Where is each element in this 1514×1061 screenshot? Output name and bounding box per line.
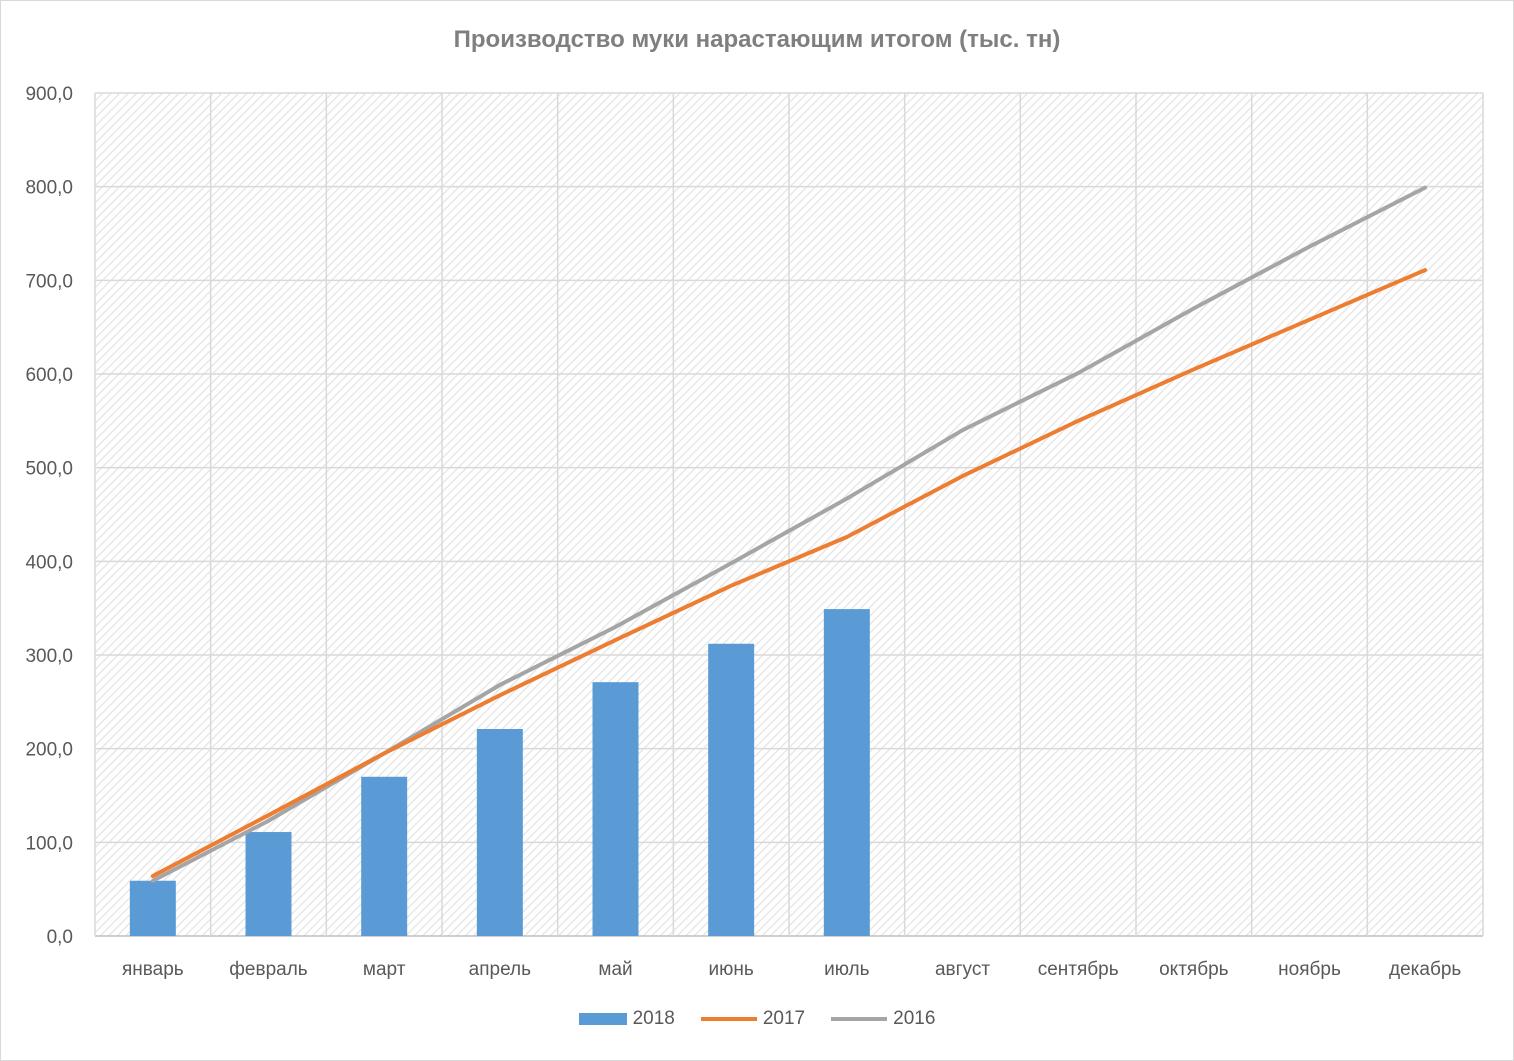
y-tick-label: 600,0 bbox=[25, 365, 73, 386]
legend-label-2016: 2016 bbox=[893, 1008, 936, 1029]
line-2017 bbox=[150, 268, 1428, 879]
x-tick-label: апрель bbox=[469, 959, 531, 980]
chart-title: Производство муки нарастающим итогом (ты… bbox=[453, 26, 1061, 53]
x-tick-label: декабрь bbox=[1389, 959, 1461, 980]
legend-swatch-2017 bbox=[700, 1017, 757, 1021]
y-tick-label: 400,0 bbox=[25, 552, 73, 573]
y-tick-label: 200,0 bbox=[25, 740, 73, 761]
legend-label-2017: 2017 bbox=[762, 1008, 806, 1029]
bar-2018 bbox=[708, 643, 755, 936]
y-tick-label: 800,0 bbox=[25, 178, 73, 199]
x-axis-ticks: январь февраль март апрель май июнь июль август… bbox=[122, 959, 1461, 980]
y-tick-label: 500,0 bbox=[25, 459, 73, 480]
x-tick-label: февраль bbox=[229, 959, 308, 980]
grid-lines bbox=[94, 92, 1484, 937]
bar-2018 bbox=[361, 776, 408, 936]
y-tick-label: 300,0 bbox=[25, 646, 73, 667]
x-tick-label: ноябрь bbox=[1278, 959, 1341, 980]
legend-item-2016: 2016 bbox=[831, 1008, 935, 1030]
legend-swatch-2018 bbox=[578, 1013, 627, 1025]
x-tick-label: июль bbox=[824, 959, 870, 980]
y-tick-label: 100,0 bbox=[25, 833, 73, 854]
y-tick-label: 900,0 bbox=[25, 84, 73, 105]
legend-label-2018: 2018 bbox=[632, 1008, 675, 1029]
y-axis-ticks: 0,0 100,0 200,0 300,0 400,0 500,0 600,0 700,0 80… bbox=[25, 84, 73, 948]
y-tick-label: 700,0 bbox=[25, 271, 73, 292]
x-tick-label: март bbox=[363, 959, 406, 980]
line-series bbox=[150, 185, 1428, 883]
bar-2018 bbox=[823, 609, 870, 936]
legend-item-2017: 2017 bbox=[700, 1008, 806, 1030]
bar-2018 bbox=[245, 832, 292, 936]
x-tick-label: октябрь bbox=[1159, 959, 1229, 980]
bar-series-2018 bbox=[129, 609, 870, 936]
legend-swatch-2016 bbox=[831, 1017, 888, 1021]
x-tick-label: январь bbox=[122, 959, 184, 980]
x-tick-label: август bbox=[935, 959, 990, 980]
x-tick-label: июнь bbox=[709, 959, 754, 980]
legend: 2018 2017 2016 bbox=[0, 1008, 1514, 1030]
bar-2018 bbox=[129, 880, 176, 936]
bar-2018 bbox=[476, 728, 523, 936]
x-tick-label: сентябрь bbox=[1038, 959, 1119, 980]
y-tick-label: 0,0 bbox=[47, 927, 73, 948]
legend-item-2018: 2018 bbox=[578, 1008, 675, 1030]
bar-2018 bbox=[592, 682, 639, 936]
x-tick-label: май bbox=[598, 959, 632, 980]
